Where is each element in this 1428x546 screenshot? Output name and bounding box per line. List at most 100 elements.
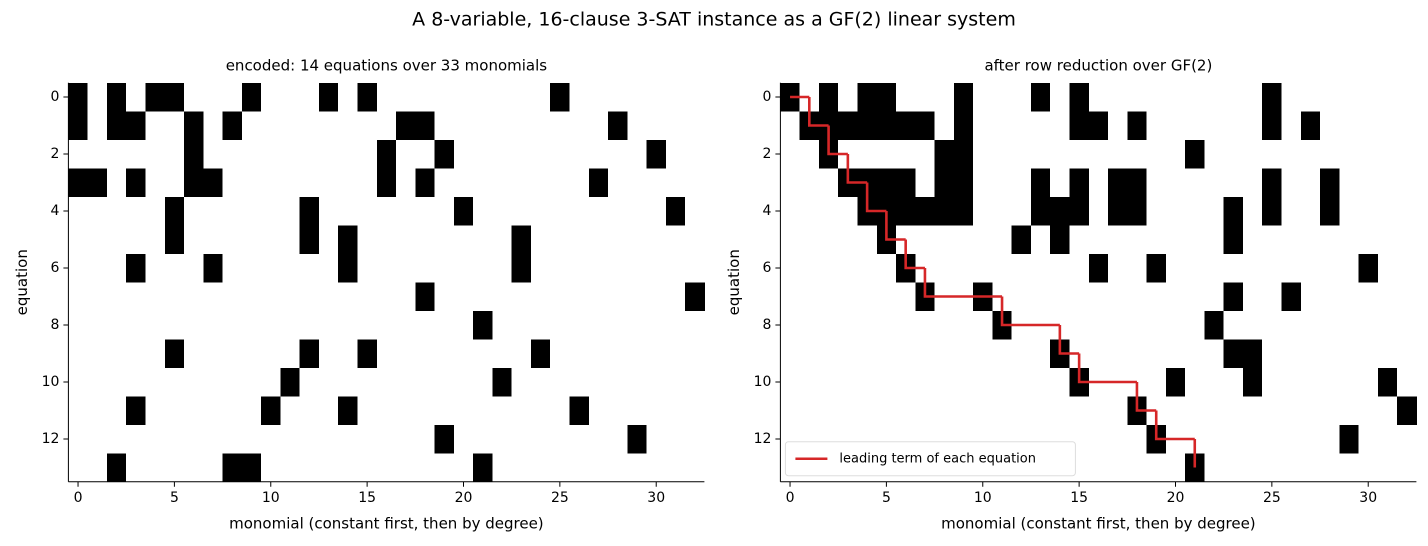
cell xyxy=(338,253,358,283)
cell xyxy=(569,310,590,340)
cell xyxy=(299,453,320,483)
x-tick-label: 5 xyxy=(882,490,891,506)
cell xyxy=(1339,396,1359,426)
cell xyxy=(1281,82,1302,112)
cell xyxy=(415,168,435,198)
y-tick-label: 6 xyxy=(50,260,59,276)
cell xyxy=(685,453,705,483)
cell xyxy=(627,282,647,312)
cell xyxy=(434,367,455,397)
cell xyxy=(1088,253,1109,283)
cell xyxy=(396,396,416,426)
cell xyxy=(1281,282,1302,312)
cell xyxy=(1320,310,1340,340)
cell xyxy=(857,339,878,369)
cell xyxy=(338,168,358,198)
cell xyxy=(1204,196,1225,226)
cell xyxy=(1358,367,1379,397)
cell xyxy=(1223,339,1244,369)
cell xyxy=(1204,225,1225,255)
cell xyxy=(1242,453,1263,483)
cell xyxy=(1050,82,1070,112)
cell xyxy=(550,282,570,312)
cell xyxy=(1377,424,1398,454)
cell xyxy=(1069,82,1090,112)
cell xyxy=(1011,339,1032,369)
cell xyxy=(492,396,513,426)
cell xyxy=(1377,253,1398,283)
cell xyxy=(338,396,358,426)
cell xyxy=(299,225,320,255)
cell xyxy=(106,139,127,169)
cell xyxy=(838,282,858,312)
cell xyxy=(1320,111,1340,141)
cell xyxy=(511,253,532,283)
cell xyxy=(338,196,358,226)
cell xyxy=(106,225,127,255)
cell xyxy=(1204,339,1225,369)
cell xyxy=(857,310,878,340)
cell xyxy=(1358,82,1379,112)
step-line xyxy=(1154,410,1195,441)
cell xyxy=(569,396,590,426)
cell xyxy=(896,396,916,426)
cell xyxy=(126,339,146,369)
cell xyxy=(453,310,474,340)
cell xyxy=(1088,453,1109,483)
cell xyxy=(1069,139,1090,169)
cell xyxy=(857,139,878,169)
cell xyxy=(68,339,89,369)
cell xyxy=(1262,225,1282,255)
cell xyxy=(1108,339,1128,369)
cell xyxy=(241,310,262,340)
cell xyxy=(434,253,455,283)
cell xyxy=(357,396,378,426)
cell xyxy=(530,282,551,312)
cell xyxy=(857,367,878,397)
cell xyxy=(164,111,185,141)
cell xyxy=(126,139,146,169)
cell xyxy=(396,139,416,169)
cell xyxy=(1185,82,1205,112)
cell xyxy=(68,396,89,426)
cell xyxy=(222,310,243,340)
cell xyxy=(876,168,897,198)
cell xyxy=(1242,282,1263,312)
cell xyxy=(1108,82,1128,112)
cell xyxy=(280,253,301,283)
cell xyxy=(665,310,686,340)
cell xyxy=(261,196,281,226)
cell xyxy=(203,339,223,369)
cell xyxy=(376,139,397,169)
cell xyxy=(241,111,262,141)
cell xyxy=(1262,396,1282,426)
cell xyxy=(145,282,166,312)
cell xyxy=(857,253,878,283)
cell xyxy=(646,339,667,369)
cell xyxy=(376,196,397,226)
cell xyxy=(665,225,686,255)
cell xyxy=(299,367,320,397)
cell xyxy=(145,367,166,397)
cell xyxy=(1069,310,1090,340)
cell xyxy=(492,225,513,255)
cell xyxy=(1358,111,1379,141)
cell xyxy=(1146,367,1167,397)
cell xyxy=(1300,339,1321,369)
cell xyxy=(685,424,705,454)
cell xyxy=(1204,453,1225,483)
cell xyxy=(1377,225,1398,255)
cell xyxy=(453,82,474,112)
cell xyxy=(588,196,609,226)
cell xyxy=(415,225,435,255)
cell xyxy=(434,225,455,255)
cell xyxy=(799,310,820,340)
cell xyxy=(280,310,301,340)
cell xyxy=(241,168,262,198)
cell xyxy=(1108,453,1128,483)
cell xyxy=(876,111,897,141)
cell xyxy=(685,196,705,226)
cell xyxy=(973,168,993,198)
cell xyxy=(1339,82,1359,112)
cell xyxy=(1223,111,1244,141)
